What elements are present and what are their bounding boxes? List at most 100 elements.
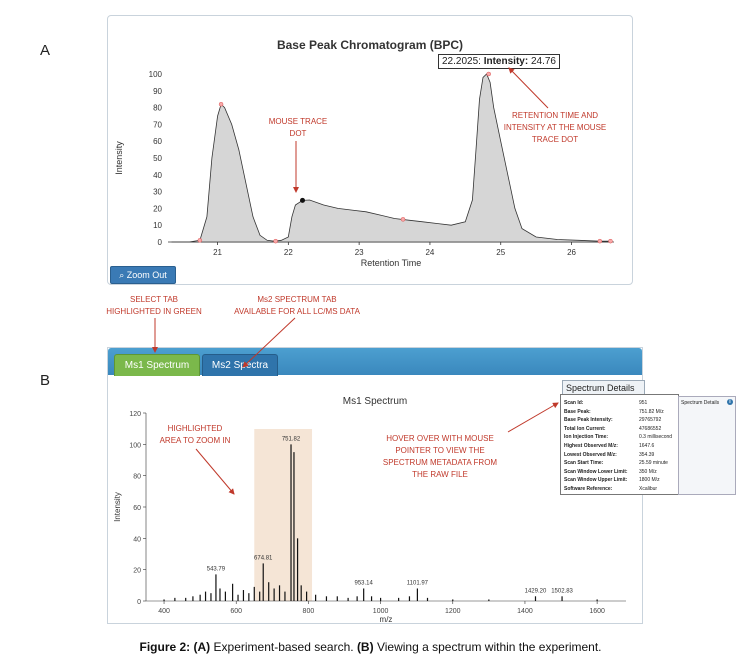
x-tick-label: 26: [567, 248, 576, 257]
annotation-highlight: HIGHLIGHTED AREA TO ZOOM IN: [159, 424, 231, 445]
peak-label: 751.82: [282, 436, 301, 442]
metadata-row: Software Reference: Xcalibur: [564, 485, 676, 493]
metadata-value: 25.59 minute: [639, 460, 668, 467]
metadata-row: Base Peak: 751.82 M/z: [564, 408, 676, 416]
peak-label: 543.79: [207, 566, 226, 572]
tab-ms1-spectrum[interactable]: Ms1 Spectrum: [114, 354, 200, 376]
annotation-retention: RETENTION TIME AND INTENSITY AT THE MOUS…: [503, 111, 607, 144]
peak-label: 1429.20: [525, 588, 547, 594]
x-tick-label: 23: [355, 248, 364, 257]
chromatogram-marker: [608, 238, 613, 244]
figure-caption: Figure 2: (A) Experiment-based search. (…: [0, 640, 741, 654]
metadata-value: 1800 M/z: [639, 477, 660, 484]
spectrum-details-label: Spectrum Details: [566, 383, 635, 393]
metadata-key: Highest Observed M/z:: [564, 443, 618, 449]
chromatogram-title: Base Peak Chromatogram (BPC): [276, 38, 464, 52]
caption-b: (B): [356, 640, 374, 654]
x-tick-label: 600: [230, 608, 242, 615]
metadata-value: 751.82 M/z: [639, 408, 664, 415]
y-tick-label: 80: [133, 474, 141, 481]
magnifier-icon: ⌕: [119, 270, 125, 280]
peak-label: 1101.97: [407, 580, 429, 586]
panel-label-a: A: [40, 42, 51, 59]
y-tick-label: 100: [129, 442, 141, 449]
spectrum-details-side-panel: Spectrum Details i: [678, 396, 736, 495]
metadata-row: Scan Id: 951: [564, 399, 676, 407]
metadata-key: Scan Window Upper Limit:: [564, 477, 628, 484]
peak-label: 953.14: [354, 580, 373, 586]
metadata-key: Scan Start Time:: [564, 460, 604, 467]
metadata-key: Base Peak:: [564, 408, 591, 415]
tab-bar: Ms1 Spectrum Ms2 Spectra: [108, 348, 642, 376]
zoom-highlight-area: [254, 429, 313, 601]
y-tick-label: 90: [153, 87, 162, 96]
y-tick-label: 40: [153, 171, 162, 180]
x-tick-label: 25: [496, 248, 505, 257]
metadata-row: Scan Window Upper Limit: 1800 M/z: [564, 476, 676, 484]
chromatogram-marker: [218, 101, 224, 107]
annotation-mouse-trace: MOUSE TRACE DOT: [268, 117, 328, 138]
x-tick-label: 1600: [589, 608, 605, 615]
zoom-out-button[interactable]: ⌕ Zoom Out: [110, 266, 176, 284]
y-axis-label: Intensity: [113, 492, 122, 522]
chromatogram-area: [171, 73, 611, 243]
spectrum-title: Ms1 Spectrum: [342, 396, 408, 407]
x-tick-label: 1400: [517, 608, 533, 615]
tooltip-time: 22.2025:: [442, 56, 481, 67]
y-tick-label: 80: [153, 104, 162, 113]
y-tick-label: 10: [153, 221, 162, 230]
metadata-row: Base Peak Intensity: 29765792: [564, 416, 676, 424]
y-tick-label: 120: [129, 411, 141, 418]
y-tick-label: 20: [133, 568, 141, 575]
y-axis-label: Intensity: [114, 141, 124, 175]
panel-label-b: B: [40, 372, 51, 389]
chromatogram-marker: [400, 217, 406, 222]
annotation-hover: HOVER OVER WITH MOUSE POINTER TO VIEW TH…: [382, 434, 498, 479]
metadata-row: Total Ion Current: 47686552: [564, 425, 676, 433]
metadata-row: Highest Observed M/z: 1647.6: [564, 442, 676, 450]
spectrum-chart[interactable]: 0 20 40 60 80 100 120 400 600 800 1000 1200 1400 1600…: [108, 348, 642, 623]
metadata-row: Scan Window Lower Limit: 350 M/z: [564, 468, 676, 476]
x-tick-label: 800: [303, 608, 315, 615]
x-tick-label: 24: [425, 248, 434, 257]
side-panel-label: Spectrum Details: [681, 400, 720, 406]
x-axis-label: Retention Time: [361, 258, 422, 268]
caption-a-text: Experiment-based search.: [210, 640, 357, 654]
annotation-select-tab: SELECT TAB HIGHLIGHTED IN GREEN: [106, 295, 202, 316]
caption-fig: Figure 2:: [139, 640, 191, 654]
metadata-key: Scan Window Lower Limit:: [564, 468, 628, 475]
x-tick-label: 1000: [373, 608, 389, 615]
peak-label: 1502.83: [551, 588, 573, 594]
caption-a: (A): [193, 640, 211, 654]
metadata-value: 1647.6: [639, 443, 655, 449]
metadata-key: Scan Id:: [564, 400, 584, 406]
chromatogram-chart[interactable]: 0 10 20 30 40 50 60 70 80 90 100 21 22 23 24 25 26 Intens…: [108, 16, 632, 284]
y-tick-label: 30: [153, 188, 162, 197]
metadata-value: 951: [639, 400, 648, 406]
chromatogram-marker: [273, 238, 278, 244]
tooltip-intensity-value: 24.76: [530, 56, 556, 67]
caption-b-text: Viewing a spectrum within the experiment…: [373, 640, 602, 654]
metadata-row: Scan Start Time: 25.59 minute: [564, 459, 676, 467]
y-tick-label: 50: [153, 154, 162, 163]
chromatogram-marker: [197, 238, 203, 243]
metadata-key: Total Ion Current:: [564, 425, 606, 432]
metadata-value: 0.3 millisecond: [639, 434, 673, 441]
metadata-value: Xcalibur: [639, 486, 658, 492]
y-tick-label: 0: [137, 599, 141, 606]
metadata-key: Software Reference:: [564, 486, 613, 492]
metadata-value: 354.39: [639, 451, 655, 458]
metadata-row: Ion Injection Time: 0.3 millisecond: [564, 433, 676, 441]
chromatogram-marker: [486, 71, 491, 77]
mouse-trace-dot: [300, 197, 306, 203]
y-tick-label: 60: [153, 137, 162, 146]
chromatogram-panel: Base Peak Chromatogram (BPC) 22.2025: In…: [107, 15, 633, 285]
info-icon: i: [727, 399, 733, 405]
spectrum-metadata-popup: Scan Id: 951 Base Peak: 751.82 M/z Base Peak…: [560, 394, 679, 495]
x-axis-label: m/z: [380, 615, 393, 623]
peak-label: 674.81: [254, 555, 273, 561]
x-tick-label: 400: [158, 608, 170, 615]
y-tick-label: 20: [153, 204, 162, 213]
zoom-out-label: Zoom Out: [126, 270, 167, 280]
chromatogram-tooltip: 22.2025: Intensity: 24.76: [438, 54, 560, 69]
